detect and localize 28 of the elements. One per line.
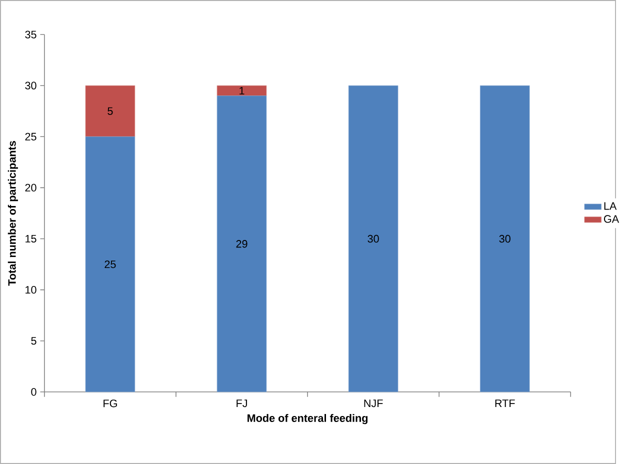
bar: [216, 96, 267, 392]
data-label: 30: [499, 234, 510, 243]
data-label: 30: [368, 234, 379, 243]
y-tick-label: 15: [26, 234, 36, 243]
x-tick-label: NJF: [364, 400, 383, 408]
x-tick-label: FJ: [236, 400, 247, 408]
x-axis-title: Mode of enteral feeding: [248, 414, 368, 424]
y-axis-title: Total number of participants: [8, 141, 18, 286]
x-tick-label: RTF: [495, 400, 515, 408]
bar: [348, 85, 398, 392]
y-tick-label: 0: [31, 388, 36, 396]
legend-label: GA: [604, 215, 620, 223]
legend-label: LA: [604, 202, 617, 210]
data-label: 1: [240, 86, 244, 94]
data-label: 29: [236, 240, 248, 248]
y-tick-label: 5: [31, 337, 36, 345]
x-tick-label: FG: [104, 400, 117, 408]
y-tick-label: 25: [25, 132, 36, 140]
y-tick-label: 35: [25, 30, 36, 38]
bar: [85, 85, 136, 137]
bar: [85, 136, 136, 392]
data-label: 5: [108, 107, 113, 115]
y-tick-label: 10: [26, 286, 36, 294]
bar: [480, 85, 530, 392]
data-label: 25: [104, 260, 116, 268]
y-tick-label: 30: [25, 82, 36, 90]
bar: [216, 85, 267, 96]
y-tick-label: 20: [25, 184, 36, 192]
